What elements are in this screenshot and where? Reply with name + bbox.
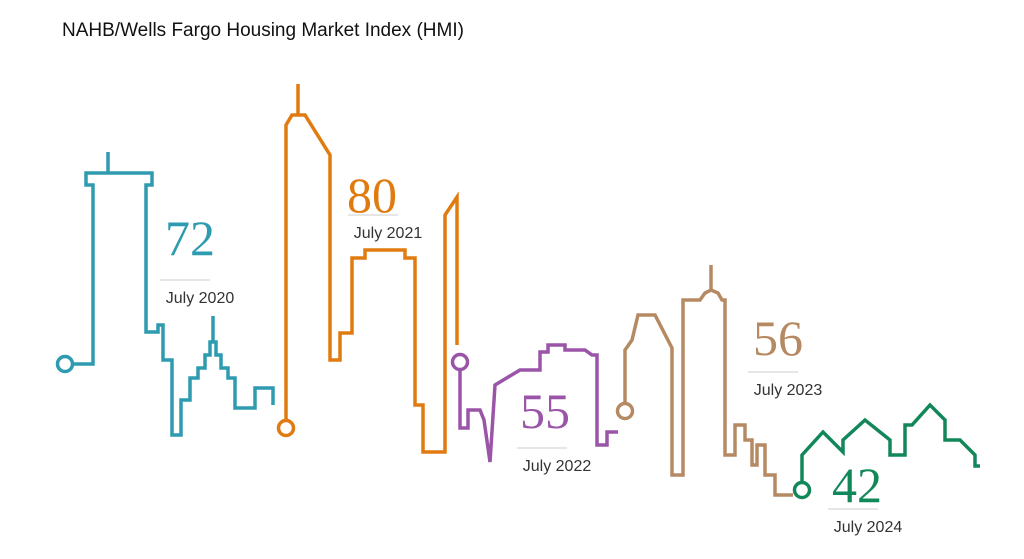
date-label: July 2024 [834,519,903,536]
skyline-2020 [55,152,275,437]
index-value: 55 [520,383,570,439]
date-label: July 2020 [166,290,235,307]
skyline-2024 [792,402,980,500]
skyline-2021 [276,84,459,454]
index-value: 72 [165,210,215,266]
skyline-2022 [450,343,618,463]
index-value: 56 [753,310,803,366]
date-label: July 2021 [354,225,423,242]
index-value: 42 [832,457,882,513]
index-value: 80 [347,167,397,223]
date-label: July 2023 [754,382,823,399]
title: NAHB/Wells Fargo Housing Market Index (H… [62,20,464,41]
date-label: July 2022 [523,458,592,475]
skyline-2023 [615,265,793,497]
